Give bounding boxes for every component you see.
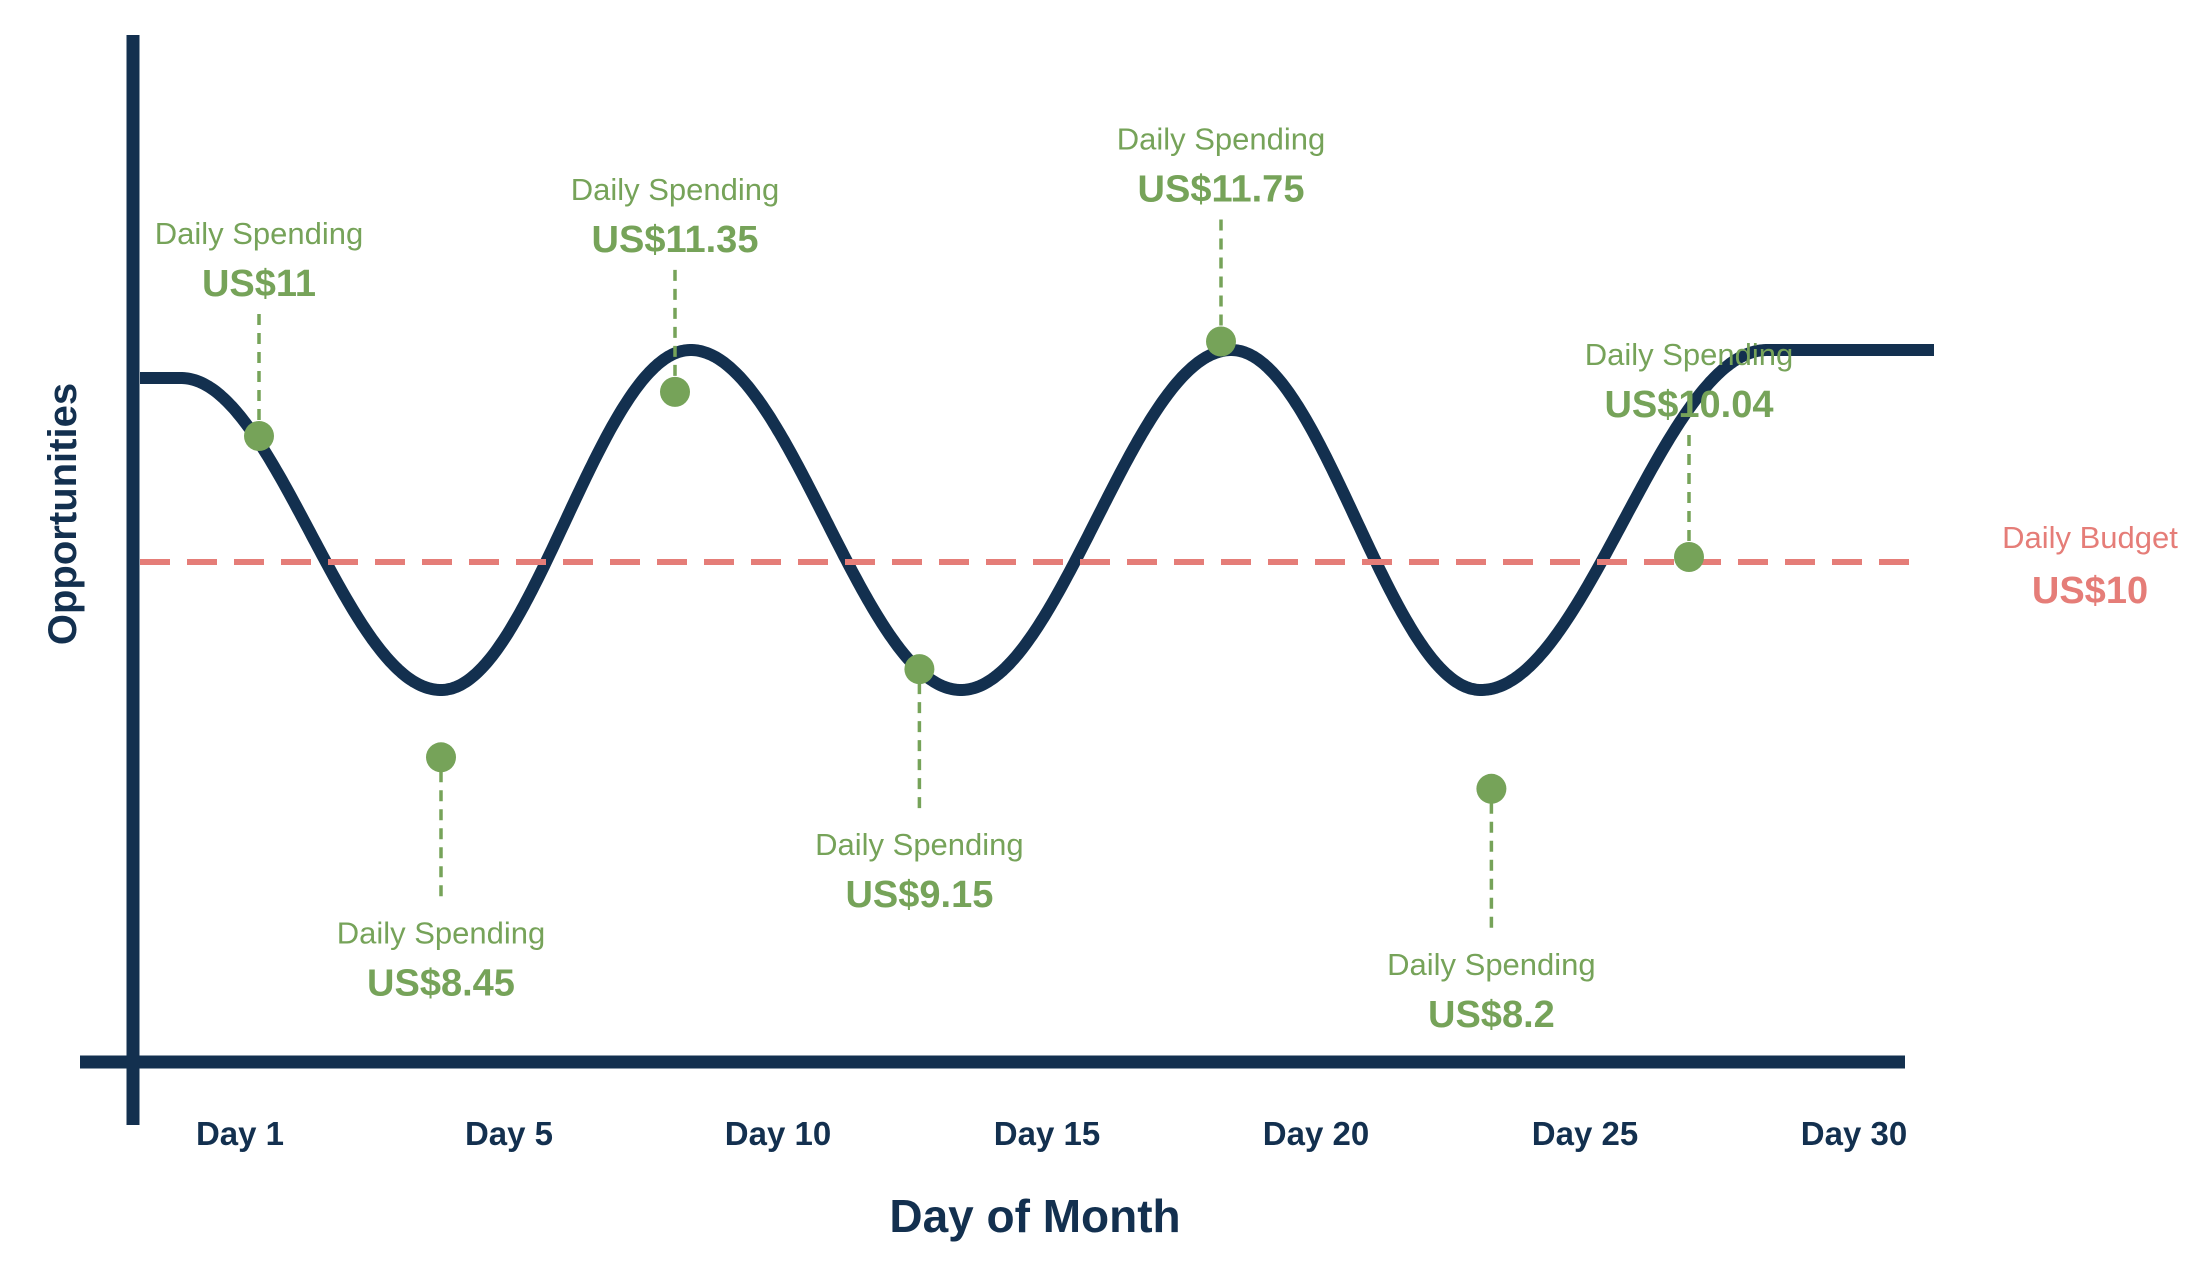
x-tick-label: Day 30 bbox=[1801, 1115, 1907, 1152]
spending-point bbox=[1206, 326, 1236, 357]
spending-value: US$11 bbox=[202, 263, 316, 305]
x-tick-labels: Day 1 Day 5 Day 10 Day 15 Day 20 Day 25 Day 30 bbox=[196, 1115, 1907, 1152]
axes-layer bbox=[80, 35, 1905, 1125]
opportunity-curve-layer bbox=[136, 344, 1938, 696]
x-tick-label: Day 5 bbox=[465, 1115, 553, 1152]
spending-value: US$8.2 bbox=[1428, 994, 1555, 1036]
y-axis-title: Opportunities bbox=[41, 383, 85, 645]
spending-point bbox=[426, 742, 456, 773]
spending-label: Daily Spending bbox=[155, 216, 364, 251]
spending-label: Daily Spending bbox=[337, 915, 546, 950]
x-tick-label: Day 20 bbox=[1263, 1115, 1369, 1152]
budget-layer: Daily Budget US$10 bbox=[140, 520, 2178, 612]
spending-value: US$10.04 bbox=[1604, 384, 1773, 426]
x-tick-label: Day 1 bbox=[196, 1115, 284, 1152]
spending-label: Daily Spending bbox=[1585, 337, 1794, 372]
spending-value: US$11.35 bbox=[592, 219, 759, 261]
budget-value: US$10 bbox=[2032, 570, 2148, 612]
x-tick-label: Day 10 bbox=[725, 1115, 831, 1152]
spending-label: Daily Spending bbox=[571, 172, 780, 207]
spending-label: Daily Spending bbox=[1117, 122, 1326, 157]
x-tick-label: Day 25 bbox=[1532, 1115, 1638, 1152]
spending-points-layer: Daily Spending US$11 Daily Spending US$8.45… bbox=[155, 122, 1794, 1036]
spending-point bbox=[904, 654, 935, 685]
x-axis-title: Day of Month bbox=[889, 1190, 1180, 1242]
spending-point bbox=[244, 421, 274, 451]
spending-value: US$11.75 bbox=[1138, 169, 1305, 211]
budget-label: Daily Budget bbox=[2002, 520, 2178, 555]
spending-value: US$9.15 bbox=[845, 874, 993, 916]
spending-point bbox=[1476, 773, 1507, 804]
spending-label: Daily Spending bbox=[1387, 947, 1596, 982]
spending-point bbox=[1674, 541, 1704, 572]
x-tick-label: Day 15 bbox=[994, 1115, 1100, 1152]
spending-point bbox=[660, 376, 690, 407]
spending-label: Daily Spending bbox=[815, 827, 1024, 862]
spending-value: US$8.45 bbox=[367, 962, 515, 1004]
opportunity-curve-line bbox=[136, 344, 1938, 696]
